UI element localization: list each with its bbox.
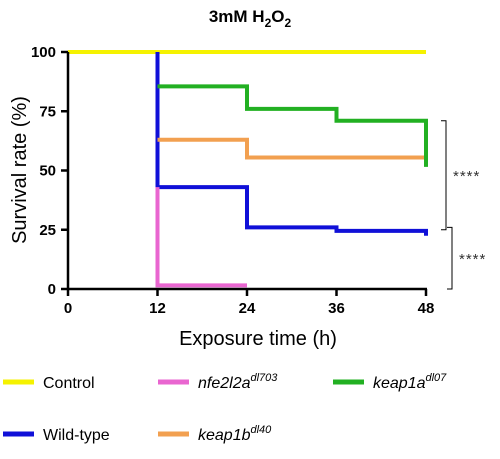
chart-title: 3mM H2O2 xyxy=(209,7,292,30)
legend-label-nfe2l2a: nfe2l2adl703 xyxy=(198,372,278,392)
y-axis-title: Survival rate (%) xyxy=(9,96,31,244)
legend-label-keap1b: keap1bdl40 xyxy=(198,424,272,444)
series-line-keap1b xyxy=(157,137,426,160)
x-tick-label: 24 xyxy=(239,300,256,317)
legend-label-wild-type: Wild-type xyxy=(43,427,110,444)
series-line-wild-type xyxy=(155,52,428,236)
x-axis-title: Exposure time (h) xyxy=(179,328,337,350)
series-line-keap1a xyxy=(157,84,428,167)
y-tick-label: 25 xyxy=(39,222,56,239)
y-tick-label: 0 xyxy=(48,281,56,298)
y-tick-label: 50 xyxy=(39,163,56,180)
significance-label: **** xyxy=(453,168,480,185)
significance-bracket xyxy=(447,226,453,290)
x-tick-label: 36 xyxy=(328,300,345,317)
legend-label-control: Control xyxy=(43,375,95,392)
legend: Control nfe2l2adl703 keap1adl07 Wild-type ke… xyxy=(3,372,447,444)
x-tick-label: 48 xyxy=(418,300,435,317)
axes-layer: 0 25 50 75 100 0 12 24 36 48 xyxy=(31,44,434,317)
series-line-nfe2l2a xyxy=(155,187,247,288)
legend-label-keap1a: keap1adl07 xyxy=(373,372,447,392)
significance-label: **** xyxy=(459,251,486,268)
significance-bracket xyxy=(441,120,447,231)
significance-layer: **** **** xyxy=(441,120,486,290)
y-tick-label: 75 xyxy=(39,103,56,120)
x-tick-label: 12 xyxy=(149,300,166,317)
y-tick-label: 100 xyxy=(31,44,56,61)
series-layer xyxy=(68,50,428,288)
x-tick-label: 0 xyxy=(64,300,72,317)
